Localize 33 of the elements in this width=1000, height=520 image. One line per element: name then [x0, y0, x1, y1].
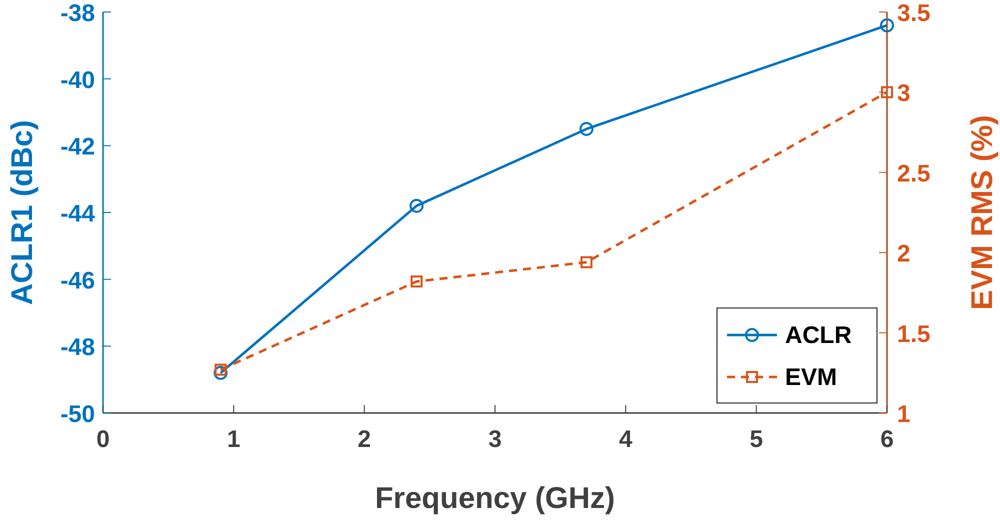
point: [580, 256, 592, 268]
legend-label: EVM: [785, 364, 838, 391]
y2-tick-label: 1.5: [897, 320, 930, 348]
x-tick-label: 0: [96, 426, 110, 453]
x-tick-label: 3: [488, 426, 502, 453]
x-tick-label: 1: [226, 426, 240, 453]
point: [410, 198, 424, 213]
legend-label: ACLR: [785, 322, 852, 349]
x-axis-title: Frequency (GHz): [374, 482, 616, 515]
y-tick-label: -46: [60, 267, 95, 294]
x-tick-label: 2: [358, 426, 372, 453]
point: [881, 86, 893, 98]
x-tick-label: 5: [750, 426, 764, 453]
y-tick-label: -42: [60, 134, 95, 161]
x-tick-label: 6: [880, 426, 894, 453]
point: [214, 364, 227, 376]
y2-tick-label: 2: [897, 240, 910, 268]
point: [410, 275, 423, 288]
point: [579, 122, 594, 136]
y-tick-label: -48: [60, 334, 95, 362]
y2-tick-label: 2.5: [897, 160, 930, 188]
y2-tick-label: 3: [897, 80, 910, 108]
y2-axis-title: EVM RMS (%): [966, 115, 999, 310]
y-tick-label: -44: [60, 200, 96, 228]
y2-tick-label: 1: [897, 401, 910, 428]
y-axis-title: ACLR1 (dBc): [6, 120, 39, 305]
point: [214, 366, 228, 380]
point: [880, 18, 894, 32]
y2-tick-label: 3.5: [897, 0, 930, 27]
x-tick-label: 4: [618, 426, 633, 453]
y-tick-label: -40: [60, 66, 95, 94]
y-tick-label: -38: [60, 0, 95, 27]
y-tick-label: -50: [60, 401, 95, 428]
